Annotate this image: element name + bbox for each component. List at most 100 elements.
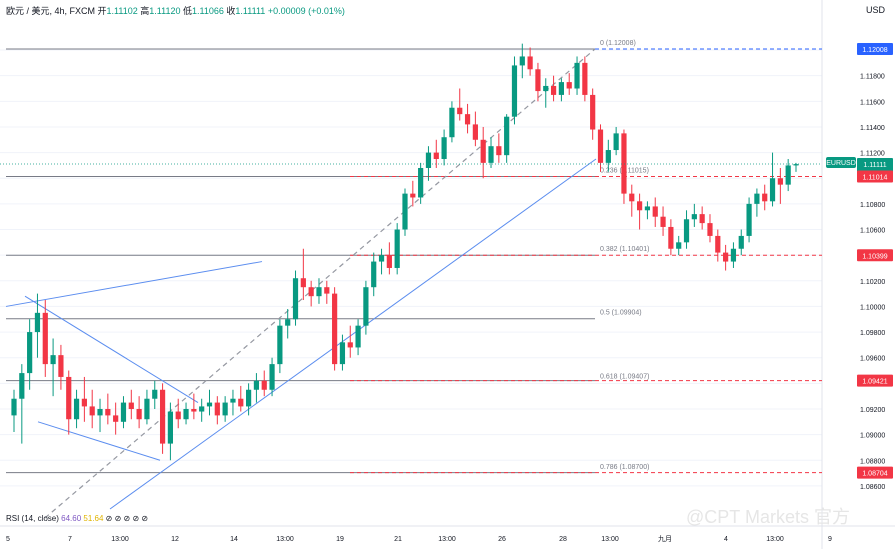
candle-body [386, 255, 392, 268]
candle-body [488, 146, 494, 163]
candle-body [230, 398, 236, 403]
candle-body [629, 193, 635, 202]
candle-body [425, 152, 432, 168]
candle-body [652, 206, 658, 217]
candle-body [597, 129, 604, 163]
candle-body [707, 223, 713, 236]
y-tick-label: 1.10200 [860, 279, 885, 286]
candle-body [292, 278, 299, 320]
candle-body [34, 312, 41, 333]
candle-body [42, 312, 48, 365]
fib-diagonal [44, 48, 596, 519]
candle-body [543, 85, 549, 92]
x-tick-label: 12 [171, 536, 179, 543]
candle-body [371, 261, 377, 288]
x-tick-label: 21 [394, 536, 402, 543]
candle-body [519, 56, 525, 66]
price-badge [857, 374, 893, 387]
x-tick-label: 19 [336, 536, 344, 543]
symbol-header: 欧元 / 美元, 4h, FXCM 开1.11102 高1.11120 低1.1… [6, 4, 345, 17]
candle-body [769, 178, 776, 202]
price-badge [857, 170, 893, 183]
candle-body [285, 319, 291, 326]
candle-body [793, 164, 799, 166]
candle-body [89, 406, 95, 416]
x-tick-label: 13:00 [111, 536, 129, 543]
candle-body [668, 226, 674, 249]
candle-body [199, 406, 205, 412]
y-tick-label: 1.09800 [860, 330, 885, 337]
price-badge [857, 43, 893, 56]
candle-body [113, 415, 119, 422]
candle-body [738, 235, 744, 249]
y-tick-label: 1.11800 [860, 74, 885, 81]
candle-body [159, 389, 166, 444]
low-label: 低 [183, 6, 193, 16]
x-tick-label: 13:00 [766, 536, 784, 543]
currency-label[interactable]: USD [865, 5, 885, 15]
candle-body [246, 389, 252, 407]
candle-body [480, 139, 486, 163]
y-tick-label: 1.09000 [860, 433, 885, 440]
low-value: 1.11066 [192, 6, 224, 16]
fib-label: 0.5 (1.09904) [600, 310, 642, 317]
fib-label: 0.618 (1.09407) [600, 373, 649, 380]
price-badge [857, 466, 893, 479]
candle-body [183, 408, 189, 420]
x-tick-label: 13:00 [276, 536, 294, 543]
candle-body [691, 214, 697, 220]
candle-body [332, 293, 338, 365]
candle-body [574, 62, 580, 89]
price-badge-label: 1.10399 [862, 253, 887, 260]
high-label: 高 [140, 6, 150, 16]
x-tick-label: 九月 [658, 534, 672, 543]
candle-body [253, 380, 260, 390]
candle-body [191, 408, 197, 412]
candle-body [457, 107, 463, 115]
candle-body [316, 287, 322, 297]
candle-body [683, 219, 690, 243]
candle-body [277, 325, 283, 365]
candle-body [300, 278, 306, 288]
trendline-support [109, 158, 597, 510]
candle-body [613, 133, 619, 151]
y-tick-label: 1.08600 [860, 484, 885, 491]
candle-body [66, 376, 72, 420]
candle-body [394, 229, 400, 268]
price-badge-label: 1.11111 [863, 162, 886, 169]
candle-body [19, 373, 25, 399]
candle-body [637, 201, 643, 211]
candle-body [558, 82, 564, 95]
price-badge [857, 158, 893, 171]
candle-body [785, 165, 791, 185]
candle-body [347, 342, 353, 348]
candle-body [222, 402, 228, 416]
candle-body [449, 107, 455, 138]
price-badge-label: 1.11014 [863, 174, 888, 181]
candle-body [527, 56, 533, 70]
candle-body [418, 167, 424, 198]
candle-body [730, 248, 737, 262]
candle-body [50, 355, 56, 365]
price-badge-label: 1.12008 [862, 47, 887, 54]
watermark: @CPT Markets 官方 [686, 507, 850, 527]
candle-body [144, 398, 150, 420]
price-badge-label: 1.09421 [862, 379, 887, 386]
candle-body [378, 255, 385, 262]
price-badge-label: 1.08704 [862, 471, 887, 478]
rsi-ma-value: 51.64 [83, 514, 104, 523]
candle-body [535, 69, 541, 92]
y-tick-label: 1.11400 [860, 125, 885, 132]
symbol-name[interactable]: 欧元 / 美元, 4h, FXCM [6, 6, 96, 16]
rsi-controls-icon[interactable]: ⊘ ⊘ ⊘ ⊘ ⊘ [105, 514, 149, 523]
open-value: 1.11102 [106, 6, 138, 16]
candle-body [676, 242, 682, 249]
candle-body [566, 82, 572, 89]
candle-body [746, 203, 752, 236]
rsi-legend[interactable]: RSI (14, close) 64.60 51.64 ⊘ ⊘ ⊘ ⊘ ⊘ [6, 514, 148, 523]
candle-body [105, 408, 111, 416]
candle-body [715, 235, 721, 253]
wedge-upper [24, 295, 199, 404]
candle-body [496, 146, 502, 156]
